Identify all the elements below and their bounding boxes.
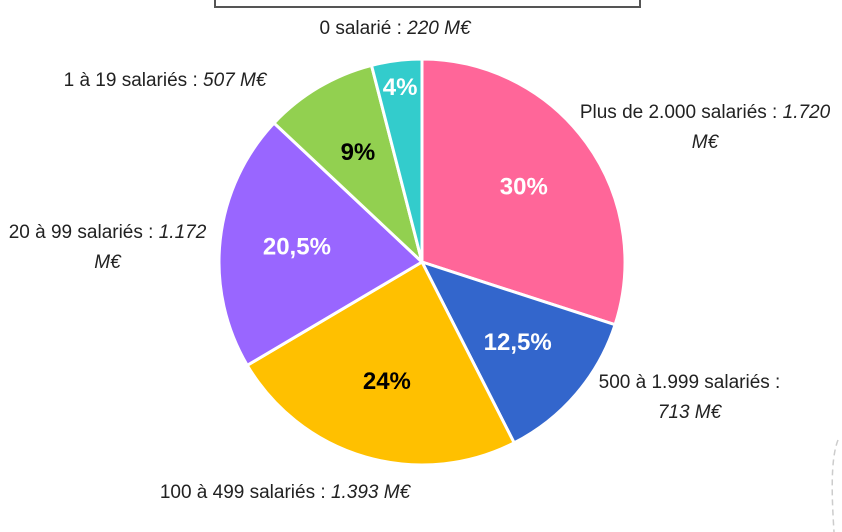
slice-label: 500 à 1.999 salariés : 713 M€ — [597, 368, 782, 428]
frame-edge — [214, 0, 641, 8]
amount-label: 1.393 M€ — [330, 482, 411, 503]
slice-label: 100 à 499 salariés : 1.393 M€ — [140, 478, 430, 508]
category-label: 0 salarié : — [319, 18, 402, 39]
slice-label: 1 à 19 salariés : 507 M€ — [10, 66, 320, 96]
pie-slice — [369, 57, 424, 263]
pie-slice — [217, 120, 425, 368]
category-label: 1 à 19 salariés : — [63, 70, 198, 91]
amount-label: 1.172 M€ — [94, 222, 207, 273]
value-label: 4% — [383, 74, 418, 101]
category-label: 20 à 99 salariés : — [8, 222, 154, 243]
slice-label: Plus de 2.000 salariés : 1.720 M€ — [565, 98, 842, 158]
pie-slice — [245, 259, 517, 467]
value-label: 9% — [341, 139, 376, 166]
category-label: Plus de 2.000 salariés : — [579, 102, 778, 123]
category-label: 100 à 499 salariés : — [159, 482, 326, 503]
slice-label: 20 à 99 salariés : 1.172 M€ — [0, 218, 215, 278]
amount-label: 1.720 M€ — [691, 102, 831, 153]
value-label: 30% — [500, 173, 548, 200]
value-label: 20,5% — [263, 234, 331, 261]
pie-slice — [419, 259, 617, 445]
pie-slice — [420, 57, 627, 327]
value-label: 12,5% — [484, 329, 552, 356]
amount-label: 507 M€ — [203, 70, 267, 91]
slice-label: 0 salarié : 220 M€ — [250, 14, 540, 44]
pie-slice — [271, 63, 425, 267]
value-label: 24% — [363, 368, 411, 395]
amount-label: 220 M€ — [407, 18, 471, 39]
amount-label: 713 M€ — [657, 402, 722, 423]
decor-line — [831, 439, 839, 532]
category-label: 500 à 1.999 salariés : — [598, 372, 781, 393]
